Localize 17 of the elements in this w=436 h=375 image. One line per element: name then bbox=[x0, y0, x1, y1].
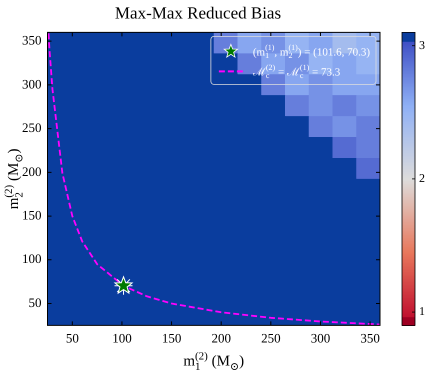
chart-title: Max-Max Reduced Bias bbox=[114, 4, 282, 23]
x-tick-label: 300 bbox=[310, 330, 330, 346]
y-tick-label: 350 bbox=[22, 32, 42, 48]
x-tick-label: 50 bbox=[66, 330, 79, 346]
y-tick-label: 150 bbox=[22, 207, 42, 222]
x-tick-label: 200 bbox=[211, 330, 231, 346]
x-tick-label: 100 bbox=[112, 330, 132, 346]
y-tick-label: 300 bbox=[22, 76, 42, 92]
y-tick-label: 250 bbox=[22, 120, 42, 136]
x-tick-label: 150 bbox=[162, 330, 182, 346]
x-tick-label: 250 bbox=[261, 330, 281, 346]
y-tick-label: 50 bbox=[28, 294, 42, 310]
color-bar-label: 1 bbox=[419, 304, 425, 318]
x-tick-label: 350 bbox=[360, 330, 380, 346]
color-bar-label: 3 bbox=[419, 38, 425, 52]
y-tick-label: 100 bbox=[22, 251, 42, 266]
color-bar-label: 2 bbox=[419, 171, 425, 186]
